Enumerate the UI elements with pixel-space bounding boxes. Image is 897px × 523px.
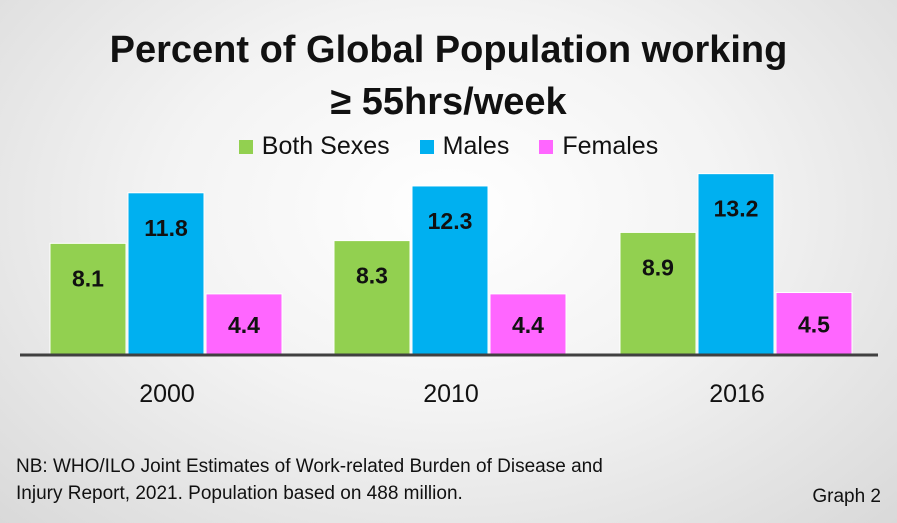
data-label-females-2010: 4.4 <box>512 312 544 338</box>
legend-label: Males <box>442 132 510 160</box>
legend-swatch <box>238 139 253 154</box>
data-label-males-2000: 11.8 <box>144 215 188 241</box>
x-tick-label-2000: 2000 <box>139 380 195 408</box>
legend-item-males: Males <box>419 132 510 161</box>
bar-both-sexes-2010 <box>333 240 411 355</box>
data-label-males-2010: 12.3 <box>428 208 473 234</box>
graph-label: Graph 2 <box>812 486 881 507</box>
legend-label: Both Sexes <box>261 132 390 160</box>
legend-label: Females <box>562 132 659 160</box>
bar-both-sexes-2000 <box>49 242 127 355</box>
source-note-line-1: NB: WHO/ILO Joint Estimates of Work-rela… <box>16 456 603 477</box>
data-label-both-sexes-2010: 8.3 <box>356 263 388 289</box>
source-note: NB: WHO/ILO Joint Estimates of Work-rela… <box>16 453 776 507</box>
legend-swatch <box>539 139 554 154</box>
bar-both-sexes-2016 <box>619 231 697 355</box>
legend: Both Sexes Males Females <box>0 132 897 161</box>
bar-males-2016 <box>697 173 775 355</box>
data-label-females-2000: 4.4 <box>228 312 260 338</box>
bar-chart: 8.1 11.8 4.4 2000 8.3 12.3 4.4 2010 8.9 13.2 4.5 20… <box>20 173 878 408</box>
chart-title-line-1: Percent of Global Population working <box>109 29 788 71</box>
bar-males-2010 <box>411 185 489 355</box>
legend-item-both-sexes: Both Sexes <box>238 132 390 161</box>
legend-item-females: Females <box>539 132 658 161</box>
data-label-females-2016: 4.5 <box>798 311 830 337</box>
data-label-both-sexes-2016: 8.9 <box>642 254 674 280</box>
data-label-both-sexes-2000: 8.1 <box>72 265 104 291</box>
chart-title-line-2: ≥ 55hrs/week <box>330 81 567 123</box>
bar-females-2000 <box>205 293 283 355</box>
legend-swatch <box>419 139 434 154</box>
chart-title: Percent of Global Population working ≥ 5… <box>0 24 897 128</box>
x-tick-label-2010: 2010 <box>423 380 479 408</box>
data-label-males-2016: 13.2 <box>714 196 759 222</box>
bar-females-2010 <box>489 293 567 355</box>
bar-males-2000 <box>127 192 205 355</box>
x-tick-label-2016: 2016 <box>709 380 765 408</box>
source-note-line-2: Injury Report, 2021. Population based on… <box>16 483 463 504</box>
